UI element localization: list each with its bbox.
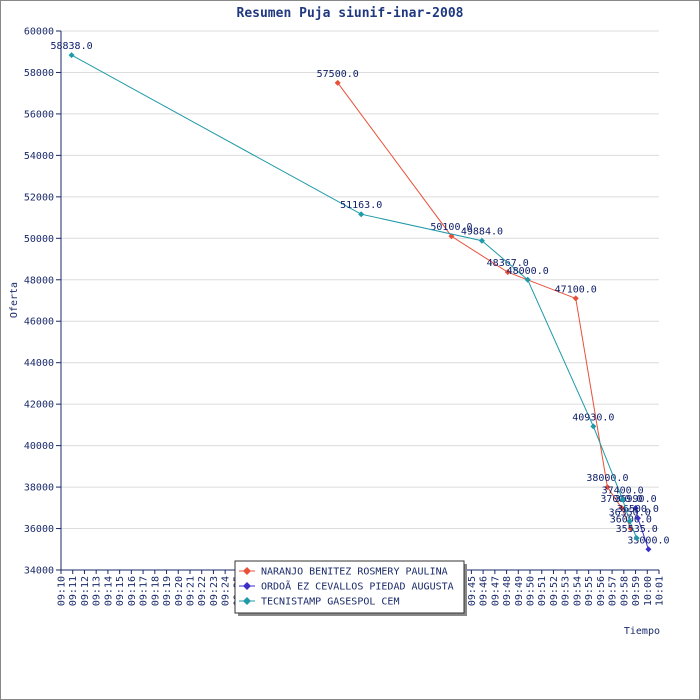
data-label: 37400.0	[602, 486, 644, 497]
y-tick-label: 34000	[24, 566, 54, 577]
legend-label: NARANJO BENITEZ ROSMERY PAULINA	[261, 567, 448, 578]
y-tick-label: 58000	[24, 68, 54, 79]
x-tick-label: 10:01	[655, 576, 666, 606]
y-tick-label: 40000	[24, 441, 54, 452]
data-label: 57500.0	[317, 69, 359, 80]
point	[632, 505, 639, 512]
data-label: 36350.0	[609, 507, 651, 518]
point	[524, 276, 531, 283]
data-label: 35000.0	[627, 535, 669, 546]
x-tick-label: 09:46	[479, 576, 490, 606]
x-tick-label: 09:49	[514, 576, 525, 606]
point	[504, 269, 511, 276]
data-label: 51163.0	[340, 200, 382, 211]
y-tick-label: 42000	[24, 400, 54, 411]
point	[68, 52, 75, 59]
x-tick-label: 09:19	[162, 576, 173, 606]
point	[619, 496, 626, 503]
point	[590, 423, 597, 430]
point	[626, 518, 633, 525]
data-label: 49884.0	[461, 227, 503, 238]
legend-marker	[243, 567, 251, 575]
point	[334, 79, 341, 86]
x-tick-label: 09:47	[490, 576, 501, 606]
x-tick-label: 09:22	[197, 576, 208, 606]
x-axis-label: Tiempo	[624, 626, 660, 637]
data-label: 47100.0	[555, 284, 597, 295]
data-label: 40930.0	[572, 412, 614, 423]
y-tick-label: 54000	[24, 151, 54, 162]
legend-box	[234, 560, 465, 614]
point	[634, 515, 641, 522]
x-tick-label: 10:00	[643, 576, 654, 606]
legend-marker	[243, 582, 251, 590]
y-tick-label: 36000	[24, 524, 54, 535]
x-tick-label: 09:13	[92, 576, 103, 606]
x-tick-label: 09:21	[185, 576, 196, 606]
x-tick-label: 09:12	[80, 576, 91, 606]
point	[604, 484, 611, 491]
x-tick-label: 09:18	[150, 576, 161, 606]
point	[633, 535, 640, 542]
x-tick-label: 09:53	[561, 576, 572, 606]
point	[645, 546, 652, 553]
x-tick-label: 09:56	[596, 576, 607, 606]
data-label: 36990.0	[614, 494, 656, 505]
x-tick-label: 09:20	[174, 576, 185, 606]
legend-label: ORDOÃ EZ CEVALLOS PIEDAD AUGUSTA	[261, 580, 454, 593]
x-tick-label: 09:24	[221, 576, 232, 606]
point	[572, 295, 579, 302]
x-tick-label: 09:14	[103, 576, 114, 606]
point	[478, 237, 485, 244]
x-tick-label: 09:54	[572, 576, 583, 606]
x-tick-label: 09:55	[584, 576, 595, 606]
x-tick-label: 09:50	[526, 576, 537, 606]
legend: NARANJO BENITEZ ROSMERY PAULINA ORDOÃ EZ …	[234, 560, 467, 616]
x-tick-label: 09:17	[139, 576, 150, 606]
data-label: 35535.0	[616, 524, 658, 535]
x-tick-label: 09:51	[537, 576, 548, 606]
x-tick-label: 09:59	[631, 576, 642, 606]
y-tick-label: 46000	[24, 317, 54, 328]
x-tick-label: 09:11	[68, 576, 79, 606]
x-tick-label: 09:45	[467, 576, 478, 606]
x-tick-label: 09:16	[127, 576, 138, 606]
x-tick-label: 09:48	[502, 576, 513, 606]
y-tick-label: 52000	[24, 192, 54, 203]
y-tick-label: 38000	[24, 483, 54, 494]
data-label: 38000.0	[586, 473, 628, 484]
data-label: 50100.0	[430, 222, 472, 233]
plot-area	[61, 31, 659, 570]
data-label: 48367.0	[487, 258, 529, 269]
chart-title: Resumen Puja siunif-inar-2008	[237, 6, 464, 21]
point	[358, 211, 365, 218]
y-tick-label: 56000	[24, 109, 54, 120]
legend-label: TECNISTAMP GASESPOL CEM	[261, 597, 399, 608]
series-line	[71, 54, 638, 539]
legend-marker	[243, 597, 251, 605]
data-label: 48000.0	[507, 266, 549, 277]
y-tick-label: 44000	[24, 358, 54, 369]
point	[618, 504, 625, 511]
x-tick-label: 09:15	[115, 576, 126, 606]
y-axis-label: Oferta	[9, 282, 20, 318]
y-tick-label: 50000	[24, 234, 54, 245]
y-tick-label: 60000	[24, 27, 54, 38]
data-label: 58838.0	[50, 41, 92, 52]
x-tick-label: 09:58	[619, 576, 630, 606]
data-label: 36500.0	[617, 504, 659, 515]
x-tick-label: 09:23	[209, 576, 220, 606]
x-tick-label: 09:52	[549, 576, 560, 606]
x-tick-label: 09:57	[608, 576, 619, 606]
y-tick-label: 48000	[24, 275, 54, 286]
x-tick-label: 09:10	[57, 576, 68, 606]
